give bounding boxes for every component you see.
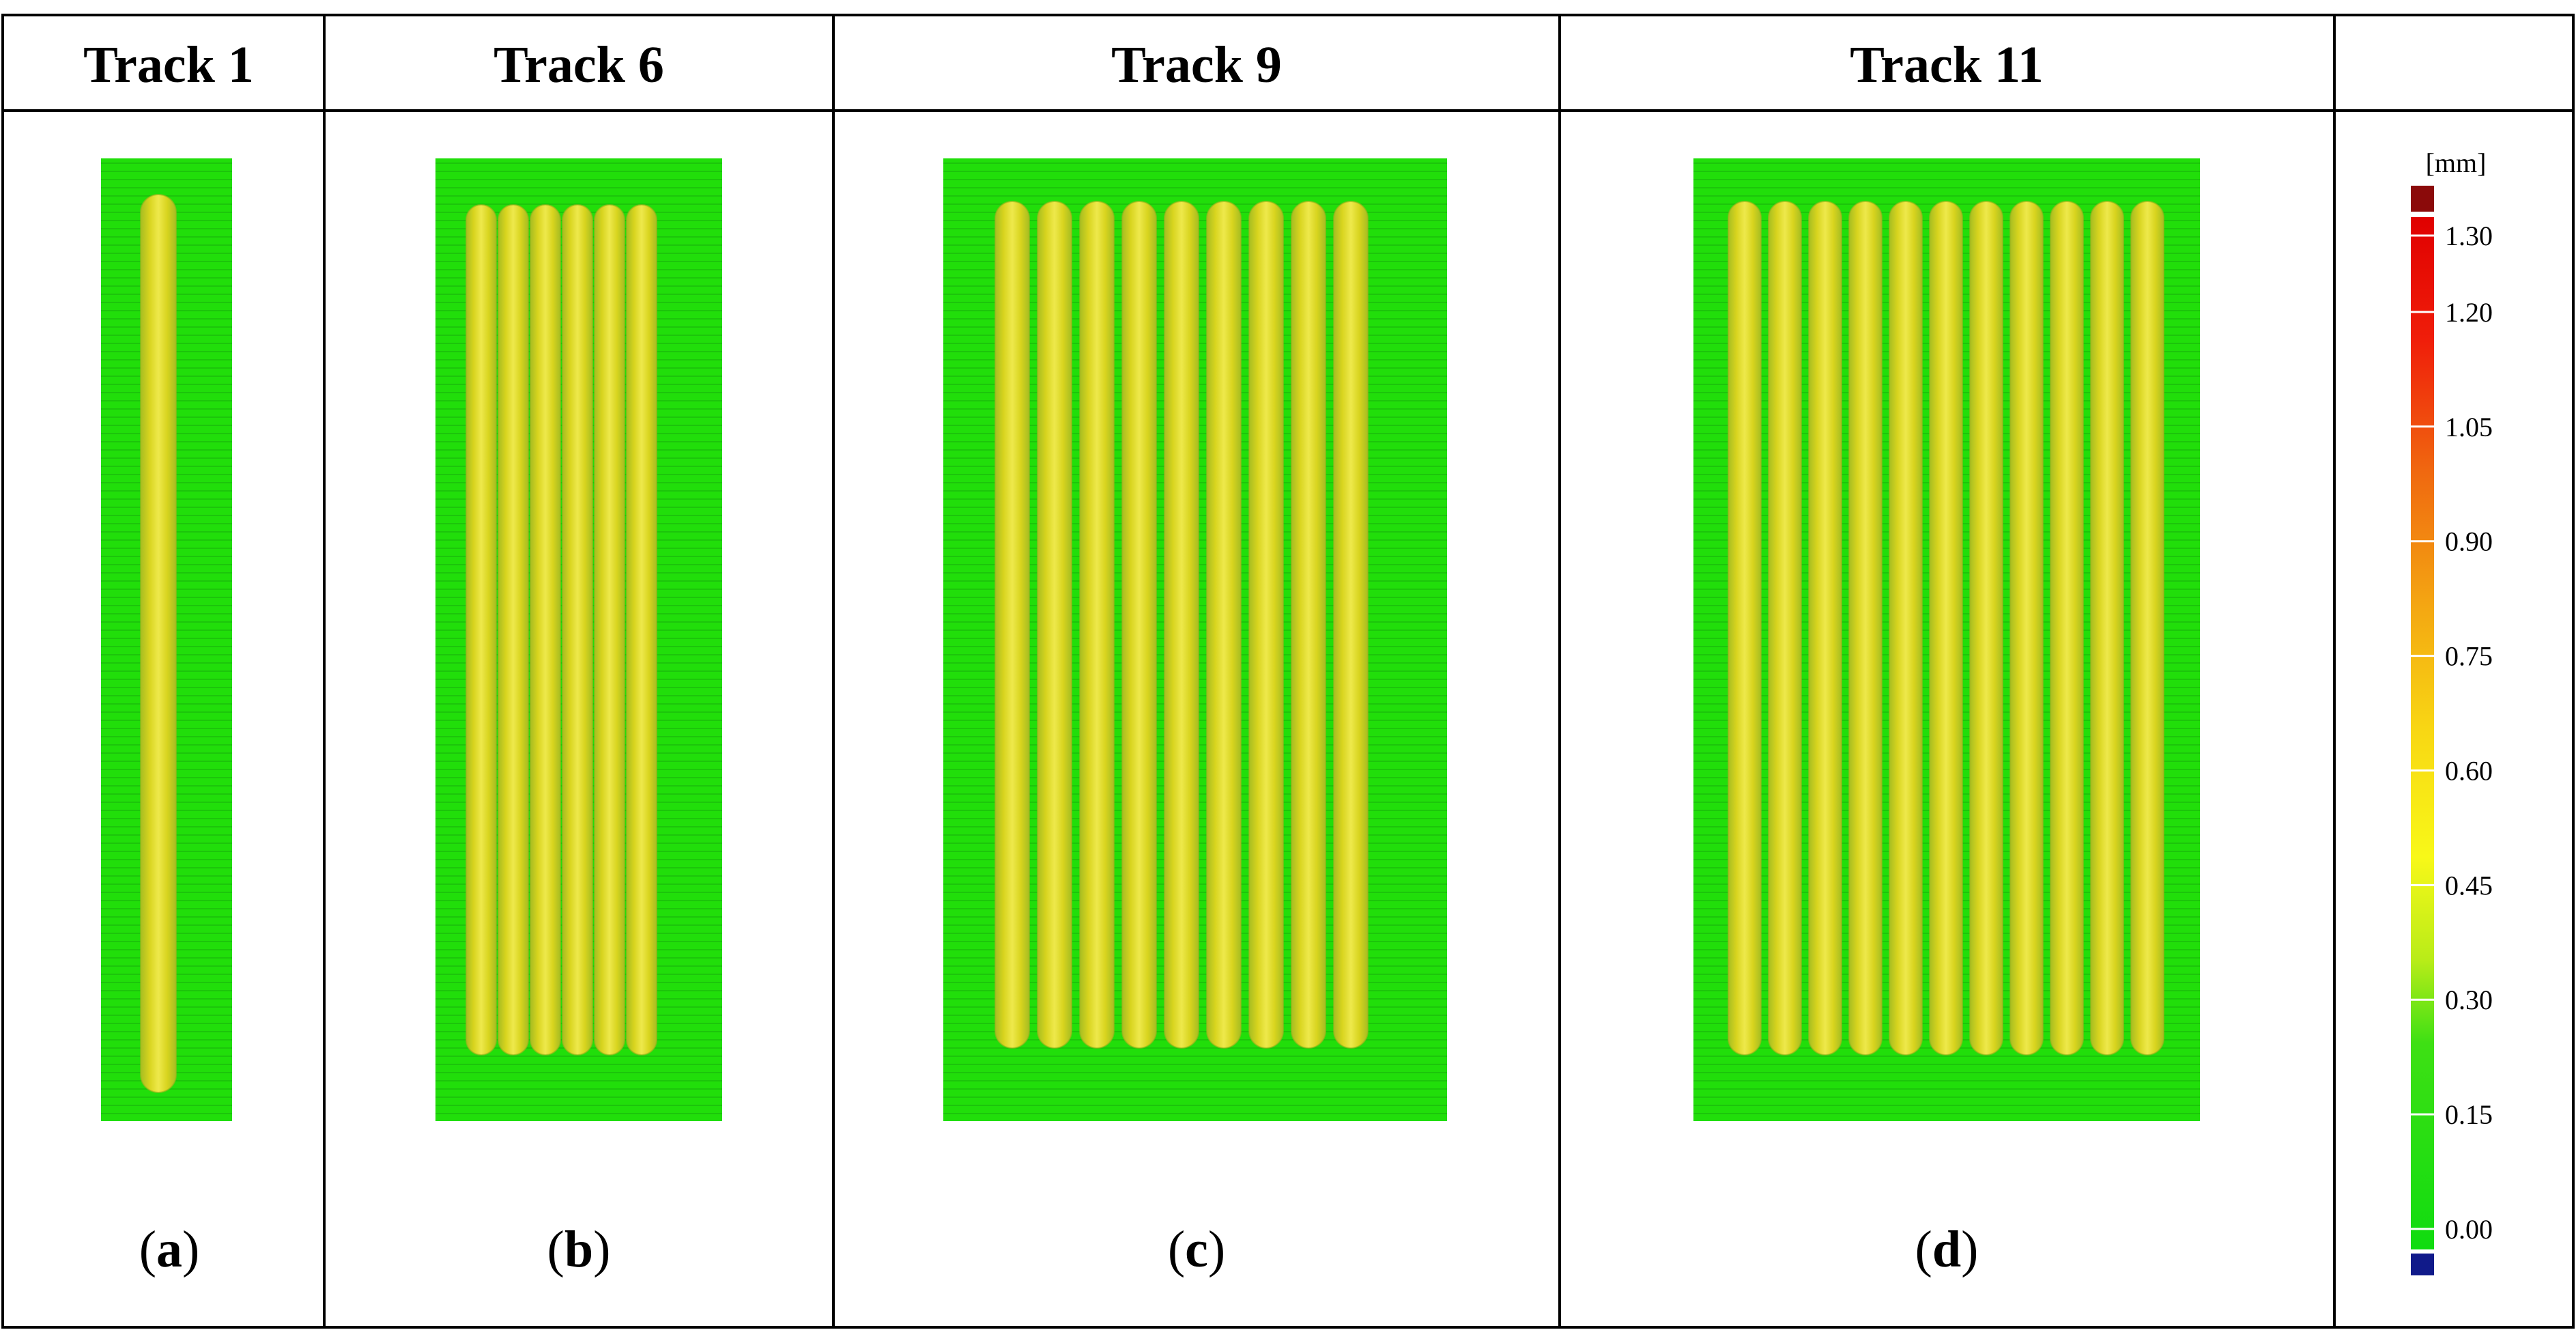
panel-track-6-height-map <box>435 158 722 1121</box>
deposited-track-c-9 <box>1333 201 1369 1049</box>
deposited-track-d-9 <box>2050 201 2084 1056</box>
deposited-track-c-4 <box>1121 201 1157 1049</box>
deposited-track-d-6 <box>1929 201 1963 1056</box>
deposited-track-c-2 <box>1037 201 1072 1049</box>
deposited-track-b-4 <box>562 204 593 1056</box>
deposited-track-c-6 <box>1206 201 1242 1049</box>
scale-tick-label-5: 0.60 <box>2445 755 2493 786</box>
color-scale-legend: [mm] 1.30 1.20 1.05 0.90 0.75 0.60 0.45 0.30 0.1… <box>2411 147 2493 1275</box>
scale-tick-label-1: 1.20 <box>2445 297 2493 328</box>
caption-a: (a) <box>139 1221 200 1278</box>
scale-tick-label-0: 1.30 <box>2445 221 2493 251</box>
deposited-track-d-2 <box>1768 201 1802 1056</box>
caption-b: (b) <box>547 1221 611 1278</box>
header-track-9: Track 9 <box>1111 36 1282 94</box>
deposited-track-d-8 <box>2009 201 2044 1056</box>
panel-track-9-height-map <box>943 158 1447 1121</box>
scale-tick-label-8: 0.15 <box>2445 1099 2493 1130</box>
caption-d: (d) <box>1915 1221 1979 1278</box>
deposited-track-d-3 <box>1808 201 1842 1056</box>
deposited-track-d-1 <box>1728 201 1762 1056</box>
scale-ticks: 1.30 1.20 1.05 0.90 0.75 0.60 0.45 0.30 0.15 0.00 <box>2411 221 2493 1245</box>
deposited-track-c-8 <box>1291 201 1326 1049</box>
scale-tick-label-9: 0.00 <box>2445 1214 2493 1245</box>
deposited-track-b-5 <box>594 204 625 1056</box>
deposited-track-c-7 <box>1248 201 1284 1049</box>
header-track-11: Track 11 <box>1850 36 2044 94</box>
scale-color-bar <box>2411 217 2434 1249</box>
panel-track-1-height-map <box>101 158 232 1121</box>
deposited-track-b-1 <box>466 204 497 1056</box>
caption-c: (c) <box>1168 1221 1225 1278</box>
deposited-track-d-5 <box>1889 201 1923 1056</box>
deposited-track-d-4 <box>1848 201 1883 1056</box>
deposited-track-b-6 <box>626 204 657 1056</box>
scale-tick-label-7: 0.30 <box>2445 985 2493 1015</box>
scale-tick-label-4: 0.75 <box>2445 641 2493 672</box>
header-track-6: Track 6 <box>493 36 664 94</box>
deposited-track-d-7 <box>1969 201 2003 1056</box>
deposited-track-c-3 <box>1079 201 1115 1049</box>
deposited-track-c-1 <box>994 201 1030 1049</box>
scale-min-swatch <box>2411 1254 2434 1275</box>
deposited-track-c-5 <box>1164 201 1199 1049</box>
table-border <box>1 14 2575 1329</box>
deposited-track-b-2 <box>498 204 529 1056</box>
scale-tick-label-2: 1.05 <box>2445 412 2493 442</box>
table-grid <box>1 14 2575 1329</box>
scale-unit-label: [mm] <box>2426 147 2487 178</box>
deposited-track-a-1 <box>140 194 177 1093</box>
deposited-track-b-3 <box>530 204 561 1056</box>
panel-track-11-height-map <box>1693 158 2200 1121</box>
deposited-track-d-11 <box>2130 201 2164 1056</box>
scale-tick-label-3: 0.90 <box>2445 526 2493 557</box>
header-track-1: Track 1 <box>83 36 254 94</box>
deposited-track-d-10 <box>2090 201 2124 1056</box>
scale-tick-label-6: 0.45 <box>2445 870 2493 901</box>
scale-max-swatch <box>2411 186 2434 212</box>
